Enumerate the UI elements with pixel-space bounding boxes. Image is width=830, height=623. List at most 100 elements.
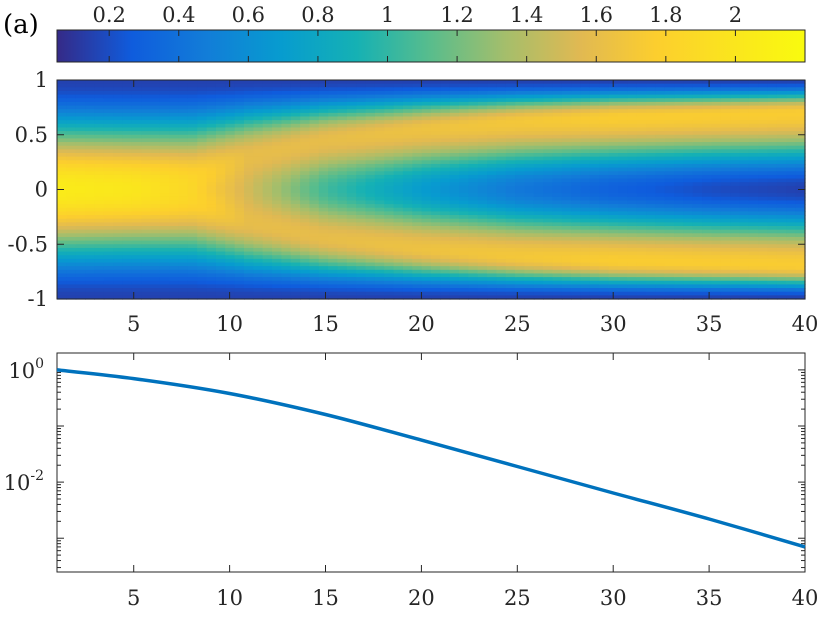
heatmap-cell [103, 171, 114, 176]
heatmap-cell [281, 134, 292, 139]
heatmap-cell [636, 120, 647, 125]
heatmap-cell [300, 90, 311, 96]
heatmap-cell [552, 87, 563, 92]
heatmap-cell [515, 255, 526, 260]
heatmap-cell [496, 189, 507, 194]
heatmap-cell [730, 105, 741, 110]
heatmap-cell [636, 200, 647, 205]
heatmap-cell [776, 215, 787, 220]
heatmap-cell [664, 189, 675, 194]
heatmap-cell [234, 171, 245, 176]
heatmap-cell [318, 80, 329, 85]
heatmap-cell [646, 145, 656, 150]
heatmap-cell [683, 288, 694, 293]
heatmap-cell [159, 116, 170, 121]
heatmap-cell [720, 244, 731, 249]
heatmap-cell [692, 229, 703, 234]
heatmap-cell [477, 142, 488, 147]
heatmap-cell [309, 112, 320, 118]
heatmap-cell [57, 131, 67, 136]
heatmap-cell [141, 153, 152, 158]
heatmap-cell [393, 87, 404, 92]
heatmap-cell [552, 149, 563, 154]
heatmap-cell [683, 149, 694, 154]
heatmap-cell [739, 200, 750, 205]
heatmap-cell [85, 163, 95, 169]
heatmap-cell [468, 134, 479, 139]
heatmap-cell [356, 196, 367, 202]
heatmap-cell [281, 145, 292, 150]
heatmap-cell [683, 94, 694, 99]
heatmap-cell [253, 127, 264, 132]
heatmap-cell [440, 226, 451, 231]
heatmap-cell [169, 163, 180, 169]
heatmap-cell [748, 98, 759, 103]
heatmap-cell [674, 280, 685, 285]
heatmap-cell [496, 266, 507, 271]
heatmap-cell [776, 134, 787, 139]
heatmap-cell [66, 218, 77, 223]
heatmap-cell [589, 83, 600, 88]
heatmap-cell [384, 284, 395, 289]
heatmap-cell [571, 291, 582, 296]
heatmap-cell [374, 109, 385, 114]
heatmap-cell [337, 215, 348, 220]
heatmap-cell [374, 229, 385, 234]
heatmap-cell [561, 138, 572, 143]
heatmap-cell [505, 134, 516, 139]
heatmap-cell [683, 185, 694, 191]
heatmap-cell [234, 222, 245, 227]
heatmap-cell [337, 204, 348, 209]
heatmap-cell [244, 160, 254, 165]
heatmap-cell [730, 207, 741, 212]
heatmap-cell [776, 200, 787, 205]
heatmap-cell [571, 222, 582, 227]
heatmap-cell [75, 87, 86, 92]
heatmap-cell [702, 211, 713, 216]
heatmap-cell [786, 251, 797, 256]
heatmap-cell [758, 258, 769, 264]
heatmap-cell [720, 196, 731, 202]
heatmap-cell [561, 160, 572, 165]
heatmap-cell [225, 240, 236, 245]
heatmap-cell [159, 200, 170, 205]
heatmap-cell [692, 288, 703, 293]
heatmap-cell [524, 171, 535, 176]
heatmap-cell [356, 167, 367, 172]
heatmap-cell [739, 178, 750, 183]
heatmap-cell [655, 127, 666, 132]
heatmap-cell [730, 262, 741, 267]
heatmap-cell [533, 120, 544, 125]
heatmap-cell [356, 112, 367, 118]
heatmap-cell [346, 189, 357, 194]
heatmap-cell [636, 185, 647, 191]
heatmap-cell [215, 226, 226, 231]
heatmap-cell [131, 174, 142, 180]
heatmap-cell [646, 291, 656, 296]
heatmap-cell [608, 218, 619, 223]
heatmap-cell [608, 94, 619, 99]
heatmap-cell [262, 273, 273, 278]
heatmap-cell [571, 215, 582, 220]
heatmap-cell [253, 207, 264, 212]
heatmap-cell [113, 171, 124, 176]
heatmap-cell [402, 218, 413, 223]
heatmap-cell [206, 258, 217, 264]
heatmap-cell [776, 280, 787, 285]
heatmap-cell [589, 87, 600, 92]
heatmap-cell [337, 105, 348, 110]
heatmap-cell [328, 255, 339, 260]
heatmap-cell [393, 178, 404, 183]
heatmap-cell [244, 204, 254, 209]
heatmap-cell [440, 160, 451, 165]
heatmap-cell [524, 288, 535, 293]
heatmap-cell [346, 185, 357, 191]
heatmap-cell [767, 112, 778, 118]
heatmap-cell [580, 193, 591, 198]
heatmap-cell [309, 204, 320, 209]
heatmap-cell [505, 280, 516, 285]
heatmap-cell [711, 244, 722, 249]
heatmap-cell [440, 215, 451, 220]
heatmap-cell [421, 291, 432, 296]
heatmap-cell [646, 109, 656, 114]
